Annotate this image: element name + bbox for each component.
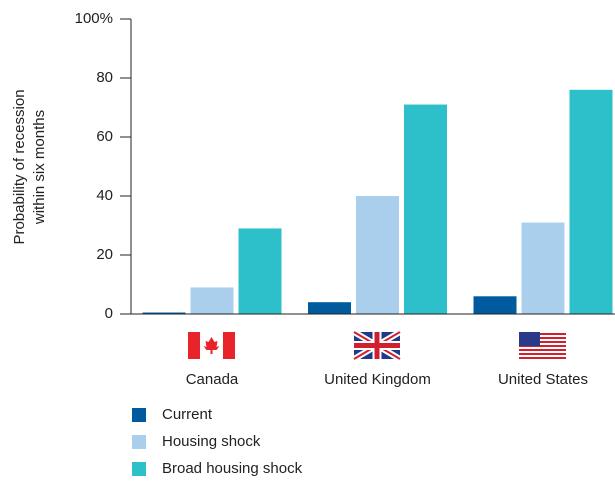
flag-uk [352, 329, 402, 362]
legend-swatch [132, 462, 146, 476]
y-tick-label: 20 [96, 246, 113, 263]
bar [308, 302, 351, 314]
x-tick-label: United Kingdom [324, 371, 431, 388]
flag-canada [188, 332, 235, 359]
legend-label: Broad housing shock [162, 460, 303, 477]
legend-swatch [132, 435, 146, 449]
bar [190, 287, 234, 314]
y-axis-label: within six months [31, 110, 48, 225]
y-tick-label: 100% [75, 10, 113, 27]
y-tick-label: 0 [105, 305, 113, 322]
y-tick-label: 60 [96, 128, 113, 145]
bar [356, 196, 399, 314]
x-tick-label: Canada [186, 371, 239, 388]
bar [238, 228, 282, 314]
legend-label: Housing shock [162, 433, 261, 450]
bar [521, 222, 565, 314]
y-tick-label: 40 [96, 187, 113, 204]
legend-swatch [132, 408, 146, 422]
flag-us [519, 332, 566, 359]
x-tick-label: United States [498, 371, 588, 388]
bar [569, 89, 613, 314]
y-tick-label: 80 [96, 69, 113, 86]
legend-label: Current [162, 406, 213, 423]
y-axis-label: Probability of recession [11, 89, 28, 244]
bar [404, 104, 447, 314]
bar [142, 312, 186, 314]
bar [473, 296, 517, 314]
